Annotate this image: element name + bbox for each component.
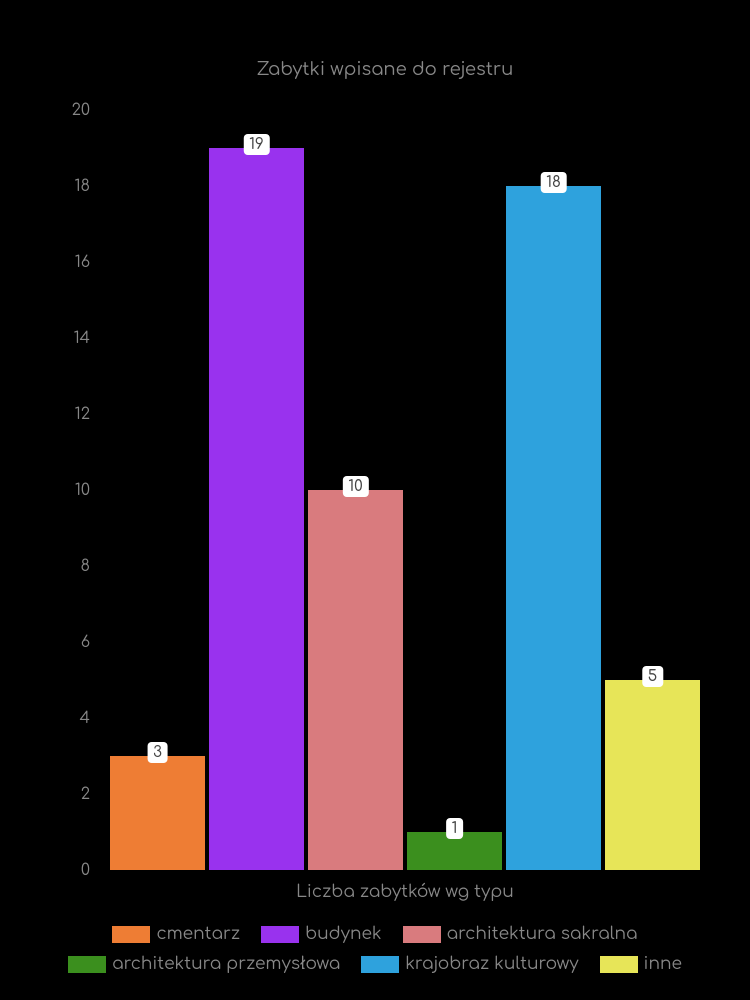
y-tick: 10 xyxy=(75,481,90,499)
legend-item: krajobraz kulturowy xyxy=(361,949,578,980)
legend-swatch xyxy=(600,956,638,973)
bar: 5 xyxy=(605,680,700,870)
legend-swatch xyxy=(112,926,150,943)
bar-value-label: 10 xyxy=(342,476,368,497)
legend-label: architektura sakralna xyxy=(447,924,638,943)
legend-item: architektura przemysłowa xyxy=(68,949,340,980)
y-tick: 2 xyxy=(81,785,90,803)
bar-value-label: 3 xyxy=(147,742,168,763)
bars-group: 319101185 xyxy=(110,110,700,870)
bar-value-label: 1 xyxy=(446,818,464,839)
legend-label: krajobraz kulturowy xyxy=(405,954,578,973)
legend-swatch xyxy=(403,926,441,943)
y-tick: 20 xyxy=(72,101,90,119)
legend-item: inne xyxy=(600,949,682,980)
bar: 18 xyxy=(506,186,601,870)
legend-item: budynek xyxy=(261,919,382,950)
y-tick: 18 xyxy=(74,177,90,195)
y-tick: 14 xyxy=(74,329,90,347)
bar: 10 xyxy=(308,490,403,870)
bar-value-label: 5 xyxy=(642,666,663,687)
y-axis: 02468101214161820 xyxy=(60,110,100,870)
legend-item: architektura sakralna xyxy=(403,919,638,950)
legend-item: cmentarz xyxy=(112,919,240,950)
legend-label: cmentarz xyxy=(156,924,240,943)
bar: 1 xyxy=(407,832,502,870)
chart-title: Zabytki wpisane do rejestru xyxy=(60,60,710,80)
y-tick: 4 xyxy=(80,709,90,727)
legend-swatch xyxy=(68,956,106,973)
plot-area: 02468101214161820 319101185 xyxy=(100,110,710,870)
y-tick: 12 xyxy=(75,405,90,423)
bar: 3 xyxy=(110,756,205,870)
bar-value-label: 18 xyxy=(540,172,567,193)
legend-label: architektura przemysłowa xyxy=(112,954,340,973)
x-axis-label: Liczba zabytków wg typu xyxy=(100,882,710,901)
legend-swatch xyxy=(361,956,399,973)
legend: cmentarz budynek architektura sakralna a… xyxy=(0,919,750,980)
legend-label: budynek xyxy=(305,924,382,943)
legend-label: inne xyxy=(644,954,682,973)
y-tick: 8 xyxy=(81,557,91,575)
y-tick: 6 xyxy=(81,633,90,651)
legend-swatch xyxy=(261,926,299,943)
bar: 19 xyxy=(209,148,304,870)
y-tick: 0 xyxy=(81,861,90,879)
y-tick: 16 xyxy=(75,253,90,271)
bar-value-label: 19 xyxy=(243,134,269,155)
chart-container: Zabytki wpisane do rejestru 0 2 4 6 8 10 12 14 1… xyxy=(60,60,710,880)
